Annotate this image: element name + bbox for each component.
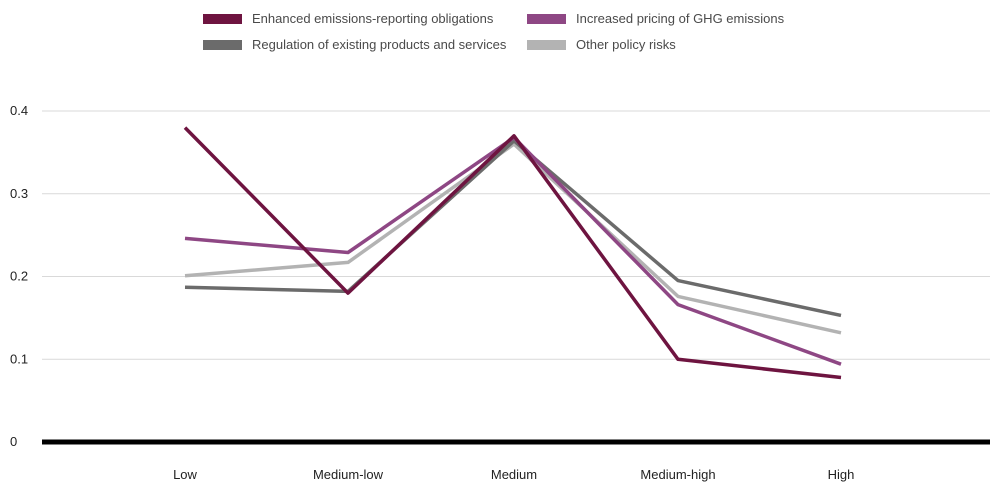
legend: Enhanced emissions-reporting obligations…	[203, 11, 785, 52]
legend-label: Regulation of existing products and serv…	[252, 37, 507, 52]
y-tick-label: 0.1	[10, 351, 28, 366]
y-tick-label: 0.3	[10, 186, 28, 201]
legend-swatch	[203, 40, 242, 50]
legend-label: Enhanced emissions-reporting obligations	[252, 11, 494, 26]
y-tick-label: 0.4	[10, 103, 28, 118]
y-axis-ticks: 0 0.1 0.2 0.3 0.4	[10, 103, 28, 449]
legend-swatch	[203, 14, 242, 24]
legend-label: Other policy risks	[576, 37, 676, 52]
x-tick-label: Medium-low	[313, 467, 384, 482]
series-lines	[183, 126, 842, 380]
series-line-2	[184, 139, 842, 318]
y-tick-label: 0	[10, 434, 17, 449]
x-tick-label: Medium	[491, 467, 537, 482]
series-line-1	[184, 135, 842, 366]
y-tick-label: 0.2	[10, 269, 28, 284]
series-line-3	[184, 142, 842, 335]
series-line-0	[183, 126, 842, 380]
x-tick-label: High	[828, 467, 855, 482]
legend-swatch	[527, 14, 566, 24]
legend-swatch	[527, 40, 566, 50]
x-axis-ticks: Low Medium-low Medium Medium-high High	[173, 467, 854, 482]
legend-label: Increased pricing of GHG emissions	[576, 11, 785, 26]
x-tick-label: Medium-high	[640, 467, 715, 482]
x-tick-label: Low	[173, 467, 197, 482]
